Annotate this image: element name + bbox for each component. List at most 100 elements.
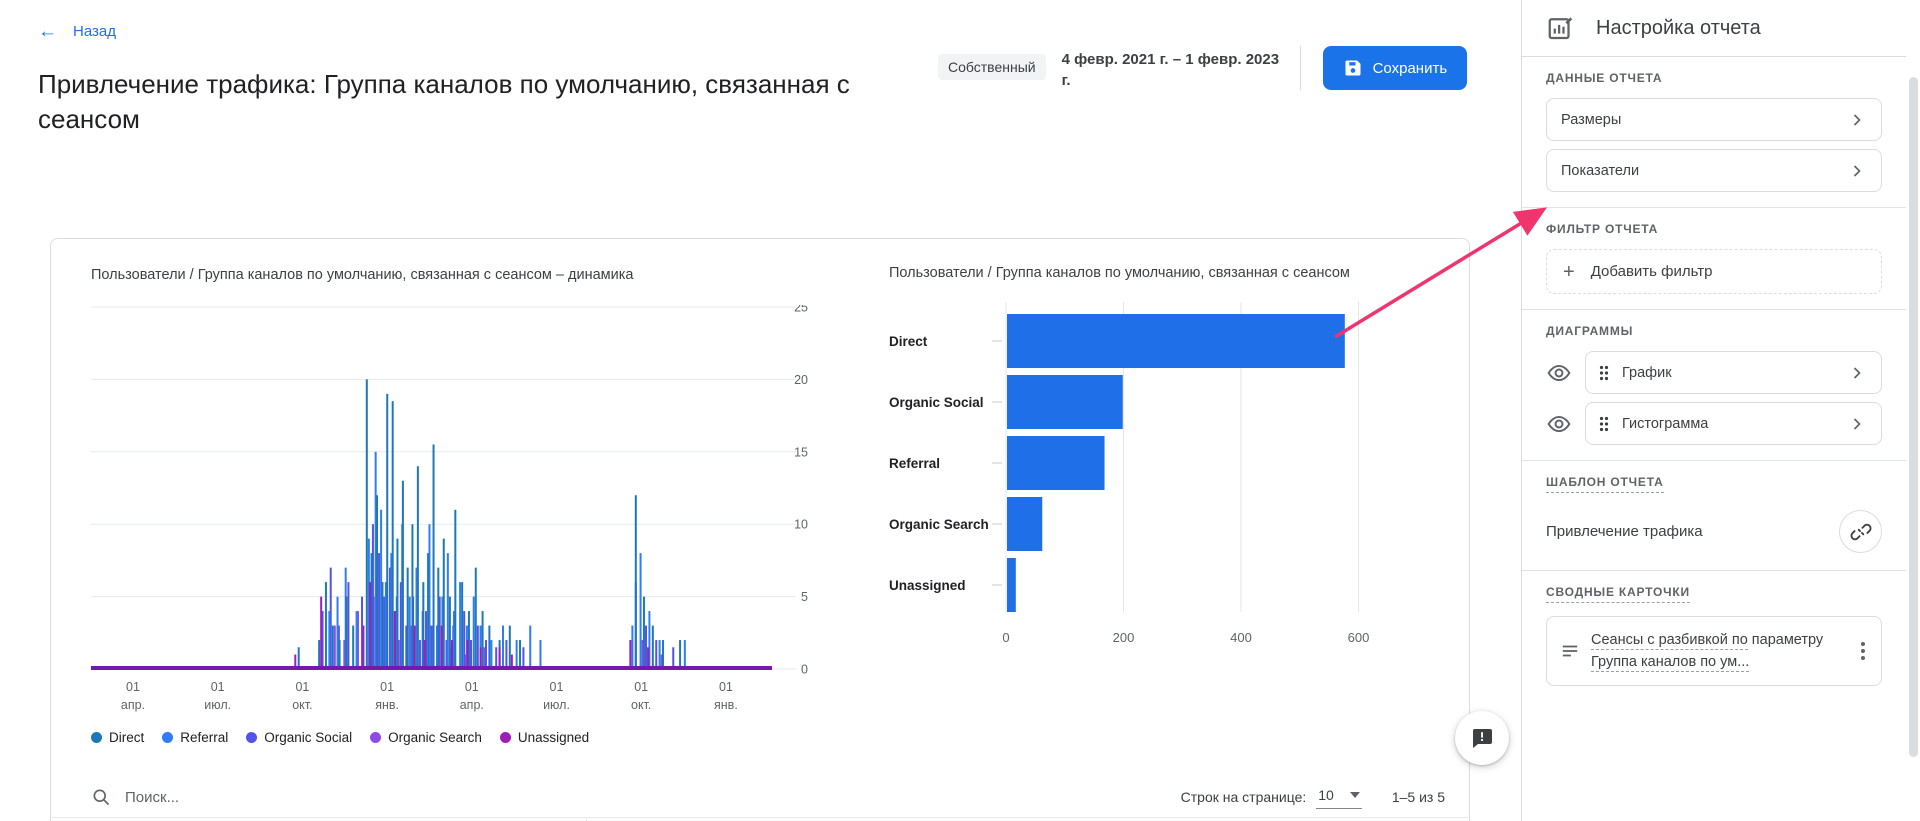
- page-title: Привлечение трафика: Группа каналов по у…: [38, 69, 850, 135]
- legend-color-dot: [162, 732, 174, 743]
- summary-lines-icon: [1561, 642, 1579, 660]
- page-scrollbar: [1906, 0, 1920, 821]
- svg-text:400: 400: [1230, 630, 1252, 645]
- search-box[interactable]: [91, 787, 347, 807]
- chart-legend: Direct Referral Organic Social Organic Sear…: [91, 730, 831, 745]
- add-filter-label: Добавить фильтр: [1590, 263, 1713, 280]
- item-label: Гистограмма: [1622, 415, 1709, 432]
- chevron-right-icon: [1853, 366, 1861, 379]
- sidebar-item-dimensions[interactable]: Размеры: [1546, 98, 1882, 141]
- section-label: ДИАГРАММЫ: [1546, 324, 1634, 338]
- item-label: Показатели: [1561, 162, 1640, 179]
- chevron-right-icon: [1853, 113, 1861, 126]
- svg-text:25: 25: [794, 305, 808, 315]
- scrollbar-thumb[interactable]: [1909, 77, 1918, 757]
- legend-color-dot: [91, 732, 102, 743]
- rows-per-page-select[interactable]: 10: [1316, 785, 1362, 809]
- chevron-right-icon: [1853, 164, 1861, 177]
- legend-item: Organic Search: [370, 730, 482, 745]
- line-chart: 0 5 10 15 20 25 01 апр. 01 июл. 01 окт. 01 янв. 01 апр.…: [91, 301, 808, 712]
- legend-item: Organic Social: [246, 730, 352, 745]
- header-controls: Собственный 4 февр. 2021 г. – 1 февр. 20…: [938, 46, 1468, 91]
- svg-text:5: 5: [801, 590, 808, 604]
- legend-label: Referral: [180, 730, 229, 745]
- legend-label: Organic Social: [264, 730, 353, 745]
- section-charts: ДИАГРАММЫ График: [1522, 309, 1906, 460]
- customize-report-icon: [1546, 13, 1576, 43]
- legend-item: Unassigned: [499, 730, 590, 745]
- svg-text:10: 10: [794, 518, 808, 532]
- item-label: Размеры: [1561, 111, 1622, 128]
- drag-handle-icon[interactable]: [1599, 365, 1609, 381]
- section-report-template: ШАБЛОН ОТЧЕТА Привлечение трафика: [1522, 460, 1906, 570]
- svg-text:Organic Search: Organic Search: [889, 517, 989, 532]
- section-summary-cards: СВОДНЫЕ КАРТОЧКИ Сеансы с разбивкой по п…: [1522, 570, 1906, 821]
- save-icon: [1343, 58, 1363, 78]
- summary-card-sessions[interactable]: Сеансы с разбивкой по параметру Группа к…: [1546, 616, 1882, 686]
- feedback-chat-icon: [1470, 726, 1494, 750]
- save-label: Сохранить: [1372, 59, 1448, 77]
- section-report-data: ДАННЫЕ ОТЧЕТА Размеры Показатели: [1522, 57, 1906, 207]
- legend-label: Direct: [109, 730, 145, 745]
- date-range-picker[interactable]: 4 февр. 2021 г. – 1 февр. 2023 г.: [1061, 51, 1280, 89]
- table-header-divider: [52, 817, 1468, 818]
- sidebar-item-bar-chart[interactable]: Гистограмма: [1585, 402, 1882, 445]
- rows-per-page-label: Строк на странице:: [1180, 789, 1307, 805]
- sidebar-title: Настройка отчета: [1596, 16, 1761, 39]
- drag-handle-icon[interactable]: [1599, 416, 1609, 432]
- legend-color-dot: [246, 732, 258, 743]
- svg-text:600: 600: [1348, 630, 1370, 645]
- section-label: ШАБЛОН ОТЧЕТА: [1546, 475, 1882, 493]
- svg-text:15: 15: [794, 445, 808, 459]
- save-button[interactable]: Сохранить: [1322, 46, 1468, 90]
- summary-card-text: Сеансы с разбивкой по параметру Группа к…: [1591, 632, 1824, 672]
- visibility-eye-icon[interactable]: [1546, 411, 1572, 437]
- legend-label: Unassigned: [517, 730, 590, 745]
- line-chart-title: Пользователи / Группа каналов по умолчан…: [91, 267, 634, 283]
- svg-text:Unassigned: Unassigned: [889, 578, 966, 593]
- table-column-divider: [586, 817, 587, 821]
- kebab-menu-icon[interactable]: [1855, 636, 1871, 666]
- legend-label: Organic Search: [388, 730, 482, 745]
- sidebar-item-line-chart[interactable]: График: [1585, 351, 1882, 394]
- header-divider: [1299, 46, 1301, 90]
- search-input[interactable]: [123, 787, 347, 807]
- svg-text:0: 0: [801, 663, 808, 677]
- visibility-eye-icon[interactable]: [1546, 360, 1572, 386]
- back-arrow-icon: ←: [38, 21, 57, 42]
- back-label: Назад: [73, 23, 116, 40]
- table-toolbar: Строк на странице: 10 1–5 из 5: [91, 779, 1445, 815]
- svg-text:Direct: Direct: [889, 334, 928, 349]
- ownership-badge: Собственный: [938, 54, 1046, 80]
- svg-text:0: 0: [1002, 630, 1009, 645]
- svg-text:Organic Social: Organic Social: [889, 395, 984, 410]
- section-label: ФИЛЬТР ОТЧЕТА: [1546, 222, 1659, 236]
- section-label: ДАННЫЕ ОТЧЕТА: [1546, 71, 1663, 85]
- svg-text:Referral: Referral: [889, 456, 940, 471]
- template-name: Привлечение трафика: [1546, 523, 1703, 540]
- sidebar-item-metrics[interactable]: Показатели: [1546, 149, 1882, 192]
- section-report-filter: ФИЛЬТР ОТЧЕТА + Добавить фильтр: [1522, 207, 1906, 309]
- feedback-button[interactable]: [1455, 711, 1509, 765]
- bar-chart-block: Пользователи / Группа каналов по умолчан…: [889, 263, 1449, 663]
- legend-item: Direct: [91, 730, 144, 745]
- rows-per-page-value: 10: [1318, 787, 1334, 803]
- pagination-controls: Строк на странице: 10 1–5 из 5: [1181, 785, 1445, 809]
- unlink-template-button[interactable]: [1839, 510, 1882, 553]
- chevron-right-icon: [1853, 417, 1861, 430]
- plus-icon: +: [1563, 260, 1575, 283]
- item-label: График: [1622, 364, 1672, 381]
- pagination-range: 1–5 из 5: [1391, 789, 1445, 805]
- report-card: Пользователи / Группа каналов по умолчан…: [50, 238, 1470, 821]
- legend-color-dot: [370, 732, 382, 743]
- back-link[interactable]: ← Назад: [38, 22, 116, 41]
- add-filter-button[interactable]: + Добавить фильтр: [1546, 249, 1882, 294]
- search-icon: [91, 787, 111, 807]
- svg-text:200: 200: [1113, 630, 1135, 645]
